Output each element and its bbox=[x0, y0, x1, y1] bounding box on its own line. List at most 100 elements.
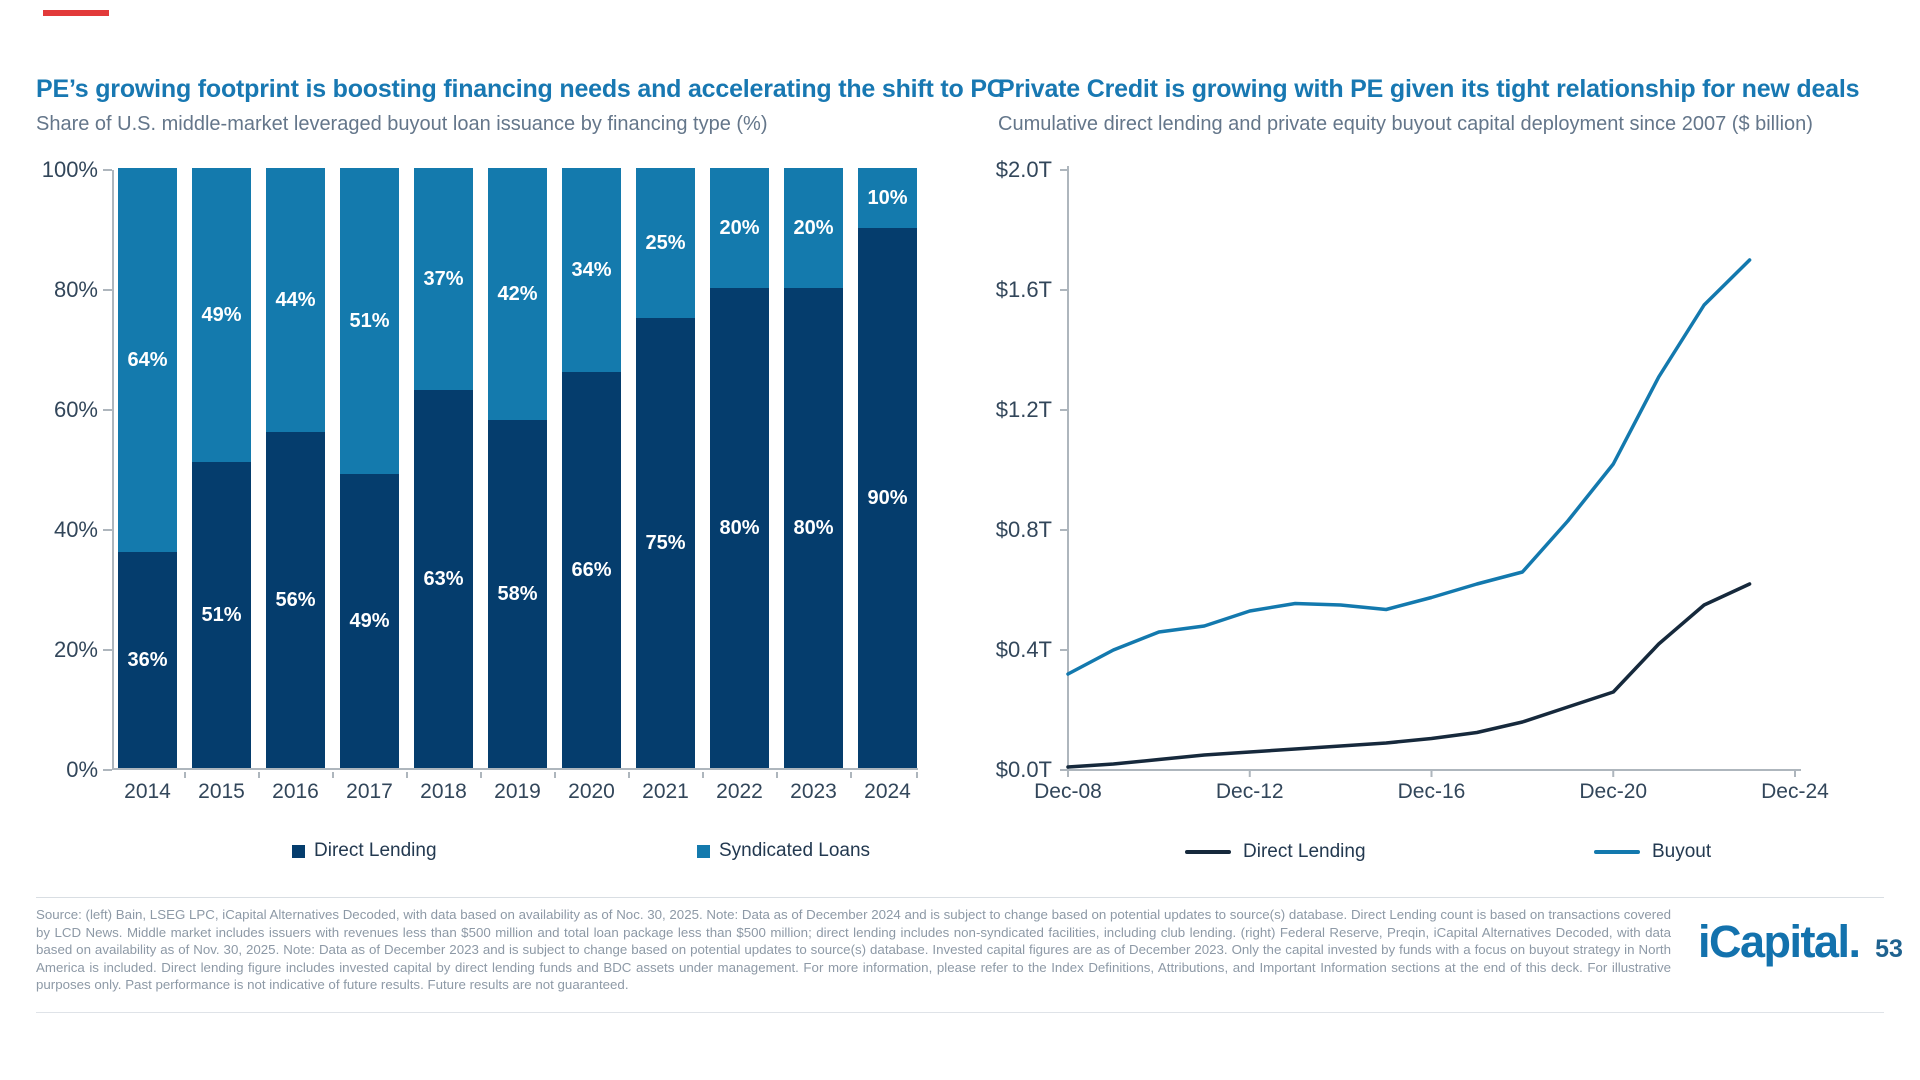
legend-line-swatch-icon bbox=[1185, 850, 1231, 854]
bar-x-tick-label: 2015 bbox=[198, 780, 245, 803]
icapital-logo: iCapital bbox=[1698, 916, 1850, 967]
legend-item-direct-lending: Direct Lending bbox=[292, 840, 437, 862]
syndicated-value-label: 37% bbox=[423, 267, 464, 290]
line-y-tick-label: $0.0T bbox=[995, 757, 1052, 782]
legend-label: Direct Lending bbox=[314, 840, 437, 861]
syndicated-value-label: 25% bbox=[645, 231, 686, 254]
line-chart-title: Private Credit is growing with PE given … bbox=[998, 75, 1860, 103]
syndicated-value-label: 44% bbox=[275, 288, 316, 311]
direct-lending-segment: 75% bbox=[636, 318, 695, 768]
syndicated-value-label: 10% bbox=[867, 186, 908, 209]
accent-dash bbox=[43, 10, 109, 16]
direct-lending-value-label: 66% bbox=[571, 558, 612, 581]
bar-2018: 37% 63% bbox=[414, 168, 473, 768]
syndicated-segment: 44% bbox=[266, 168, 325, 432]
direct-lending-value-label: 51% bbox=[201, 603, 242, 626]
bar-x-tick-label: 2024 bbox=[864, 780, 911, 803]
direct-lending-segment: 58% bbox=[488, 420, 547, 768]
legend-label: Direct Lending bbox=[1243, 841, 1366, 862]
direct-lending-segment: 51% bbox=[192, 462, 251, 768]
bar-x-tick-label: 2016 bbox=[272, 780, 319, 803]
line-plot-area bbox=[1060, 166, 1801, 777]
bar-x-tick-mark bbox=[702, 772, 704, 778]
direct-lending-value-label: 56% bbox=[275, 588, 316, 611]
series-line-direct-lending bbox=[1066, 582, 1752, 769]
legend-swatch-icon bbox=[292, 844, 305, 858]
bar-x-tick-label: 2018 bbox=[420, 780, 467, 803]
line-x-tick-label: Dec-20 bbox=[1579, 780, 1648, 803]
bar-2019: 42% 58% bbox=[488, 168, 547, 768]
syndicated-segment: 51% bbox=[340, 168, 399, 474]
bar-x-tick-mark bbox=[554, 772, 556, 778]
bar-x-tick-mark bbox=[184, 772, 186, 778]
bar-2014: 64% 36% bbox=[118, 168, 177, 768]
bar-x-tick-label: 2020 bbox=[568, 780, 615, 803]
line-y-tick-label: $0.4T bbox=[995, 637, 1052, 662]
syndicated-segment: 20% bbox=[710, 168, 769, 288]
bar-y-tick-label: 0% bbox=[66, 757, 98, 782]
legend-label: Syndicated Loans bbox=[719, 840, 871, 861]
bar-x-tick-label: 2014 bbox=[124, 780, 171, 803]
legend-item-direct-lending: Direct Lending bbox=[1185, 841, 1366, 863]
direct-lending-segment: 56% bbox=[266, 432, 325, 768]
bar-x-tick-label: 2022 bbox=[716, 780, 763, 803]
syndicated-segment: 64% bbox=[118, 168, 177, 552]
line-x-tick-label: Dec-12 bbox=[1215, 780, 1284, 803]
direct-lending-segment: 90% bbox=[858, 228, 917, 768]
bar-2024: 10% 90% bbox=[858, 168, 917, 768]
syndicated-segment: 37% bbox=[414, 168, 473, 390]
bar-2023: 20% 80% bbox=[784, 168, 843, 768]
direct-lending-value-label: 63% bbox=[423, 567, 464, 590]
legend-line-swatch-icon bbox=[1594, 850, 1640, 854]
bar-2021: 25% 75% bbox=[636, 168, 695, 768]
bar-x-tick-mark bbox=[406, 772, 408, 778]
syndicated-value-label: 49% bbox=[201, 303, 242, 326]
bar-2017: 51% 49% bbox=[340, 168, 399, 768]
direct-lending-value-label: 49% bbox=[349, 609, 390, 632]
syndicated-segment: 10% bbox=[858, 168, 917, 228]
bar-y-tick-mark bbox=[103, 649, 112, 651]
bar-x-tick-label: 2019 bbox=[494, 780, 541, 803]
footer-top-divider bbox=[36, 897, 1884, 898]
bar-2020: 34% 66% bbox=[562, 168, 621, 768]
bar-x-tick-mark bbox=[258, 772, 260, 778]
syndicated-value-label: 42% bbox=[497, 282, 538, 305]
legend-swatch-icon bbox=[697, 844, 710, 858]
bar-plot-area: 64% 36% 49% 51% 44% 56% 51% 49% 37% 63% 42% 58% 34% 6… bbox=[112, 168, 918, 770]
direct-lending-segment: 49% bbox=[340, 474, 399, 768]
bar-2015: 49% 51% bbox=[192, 168, 251, 768]
legend-item-syndicated-loans: Syndicated Loans bbox=[697, 840, 870, 862]
bar-y-tick-mark bbox=[103, 169, 112, 171]
syndicated-segment: 25% bbox=[636, 168, 695, 318]
series-line-buyout bbox=[1066, 258, 1752, 676]
bar-y-tick-label: 40% bbox=[53, 517, 98, 542]
line-y-tick-label: $1.6T bbox=[995, 277, 1052, 302]
syndicated-value-label: 64% bbox=[127, 348, 168, 371]
syndicated-segment: 20% bbox=[784, 168, 843, 288]
bar-x-tick-mark bbox=[628, 772, 630, 778]
bar-y-tick-label: 60% bbox=[53, 397, 98, 422]
legend-item-buyout: Buyout bbox=[1594, 841, 1711, 863]
bar-2016: 44% 56% bbox=[266, 168, 325, 768]
bar-y-tick-label: 100% bbox=[41, 157, 98, 182]
bar-y-tick-mark bbox=[103, 769, 112, 771]
bar-y-tick-label: 80% bbox=[53, 277, 98, 302]
direct-lending-value-label: 75% bbox=[645, 531, 686, 554]
footer-bottom-divider bbox=[36, 1012, 1884, 1013]
syndicated-segment: 49% bbox=[192, 168, 251, 462]
bar-y-tick-label: 20% bbox=[53, 637, 98, 662]
direct-lending-segment: 66% bbox=[562, 372, 621, 768]
line-y-tick-label: $1.2T bbox=[995, 397, 1052, 422]
bar-x-tick-mark bbox=[332, 772, 334, 778]
syndicated-value-label: 34% bbox=[571, 258, 612, 281]
bar-x-tick-mark bbox=[776, 772, 778, 778]
line-x-tick-label: Dec-16 bbox=[1397, 780, 1466, 803]
direct-lending-value-label: 90% bbox=[867, 486, 908, 509]
bar-y-tick-mark bbox=[103, 409, 112, 411]
bar-y-tick-mark bbox=[103, 529, 112, 531]
line-x-tick-label: Dec-08 bbox=[1034, 780, 1102, 803]
bar-chart-title: PE’s growing footprint is boosting finan… bbox=[36, 75, 1005, 103]
bar-x-tick-label: 2023 bbox=[790, 780, 837, 803]
syndicated-segment: 34% bbox=[562, 168, 621, 372]
